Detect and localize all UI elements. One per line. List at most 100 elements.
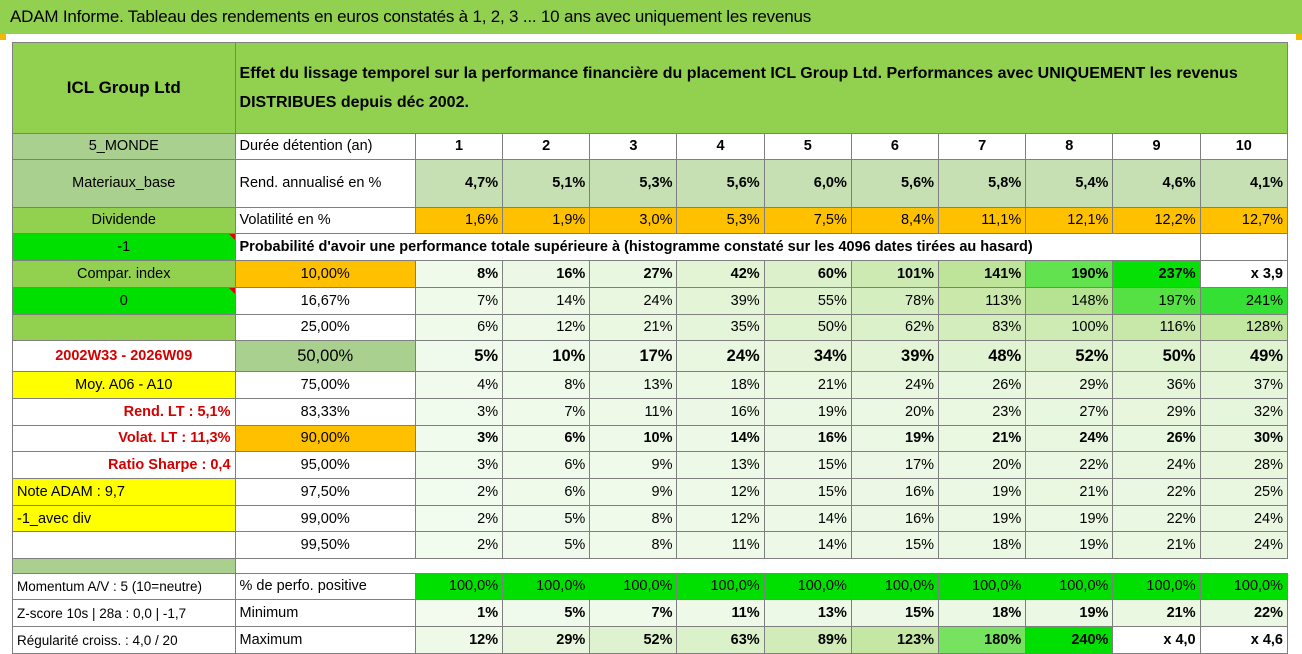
threshold-value: 99,50% xyxy=(234,531,416,560)
probability-value: 6% xyxy=(502,424,591,453)
period-label: 2002W33 - 2026W09 xyxy=(12,340,236,373)
perfo-positive-value: 100,0% xyxy=(1112,572,1201,601)
perfo-positive-value: 100,0% xyxy=(938,572,1027,601)
minimum-value: 5% xyxy=(502,599,591,628)
volat-value: 1,6% xyxy=(414,206,504,235)
probability-value: 21% xyxy=(589,313,678,342)
zscore-label: Z-score 10s | 28a : 0,0 | -1,7 xyxy=(12,599,236,628)
probability-value: 20% xyxy=(938,451,1027,480)
year-header: 2 xyxy=(502,132,591,161)
probability-value: 60% xyxy=(763,260,852,288)
threshold-value: 10,00% xyxy=(234,260,416,288)
probability-value: 83% xyxy=(938,313,1027,342)
proba-row: Volat. LT : 11,3% 90,00% 3% 6% 10% 14% 16% 19% 2… xyxy=(12,424,1289,453)
probability-value: 10% xyxy=(502,340,591,373)
probability-value: 18% xyxy=(676,371,765,399)
probability-value: x 3,9 xyxy=(1199,260,1289,288)
rend-value: 4,1% xyxy=(1199,159,1289,208)
minimum-value: 1% xyxy=(414,599,504,628)
probability-value: 24% xyxy=(1112,451,1201,480)
volat-value: 12,7% xyxy=(1199,206,1289,235)
maximum-value: 89% xyxy=(763,626,852,654)
probability-value: 21% xyxy=(938,424,1027,453)
probability-value: 100% xyxy=(1025,313,1114,342)
probability-value: 15% xyxy=(850,531,940,560)
probability-value: 16% xyxy=(763,424,852,453)
probability-value: 2% xyxy=(414,478,504,506)
minus-one-label: -1 xyxy=(12,233,236,262)
probability-value: 7% xyxy=(414,286,504,315)
region-label: 5_MONDE xyxy=(12,132,236,161)
probability-value: 19% xyxy=(938,478,1027,506)
probability-value: 62% xyxy=(850,313,940,342)
probability-value: 14% xyxy=(763,504,852,533)
proba-row: Note ADAM : 9,7 97,50% 2% 6% 9% 12% 15% 16% 19% 2… xyxy=(12,478,1289,506)
rend-value: 5,4% xyxy=(1025,159,1114,208)
probability-value: 25% xyxy=(1199,478,1289,506)
probability-value: 28% xyxy=(1199,451,1289,480)
threshold-value: 99,00% xyxy=(234,504,416,533)
probability-value: 5% xyxy=(414,340,504,373)
proba-row: 99,50% 2% 5% 8% 11% 14% 15% 18% 19% 21% 24% xyxy=(12,531,1289,560)
year-header: 6 xyxy=(850,132,940,161)
zero-label: 0 xyxy=(12,286,236,315)
probability-value: 16% xyxy=(850,504,940,533)
proba-heading-row: -1 Probabilité d'avoir une performance to… xyxy=(12,233,1289,262)
minimum-value: 21% xyxy=(1112,599,1201,628)
probability-value: 19% xyxy=(1025,504,1114,533)
proba-row: Ratio Sharpe : 0,4 95,00% 3% 6% 9% 13% 15% 17% 2… xyxy=(12,451,1289,480)
perfo-positive-label: % de perfo. positive xyxy=(234,572,416,601)
probability-value: 15% xyxy=(763,451,852,480)
year-header: 4 xyxy=(676,132,765,161)
probability-value: 37% xyxy=(1199,371,1289,399)
probability-value: 8% xyxy=(589,531,678,560)
probability-value: 237% xyxy=(1112,260,1201,288)
probability-value: 14% xyxy=(502,286,591,315)
probability-value: 26% xyxy=(938,371,1027,399)
rend-value: 5,1% xyxy=(502,159,591,208)
probability-value: 128% xyxy=(1199,313,1289,342)
perfo-positive-value: 100,0% xyxy=(850,572,940,601)
perfo-positive-value: 100,0% xyxy=(502,572,591,601)
probability-value: 141% xyxy=(938,260,1027,288)
threshold-value: 16,67% xyxy=(234,286,416,315)
maximum-value: 240% xyxy=(1025,626,1114,654)
probability-value: 12% xyxy=(676,504,765,533)
probability-value: 22% xyxy=(1112,478,1201,506)
minimum-value: 22% xyxy=(1199,599,1289,628)
probability-value: 11% xyxy=(676,531,765,560)
probability-value: 6% xyxy=(502,478,591,506)
rend-lt-label: Rend. LT : 5,1% xyxy=(12,397,236,426)
proba-row: -1_avec div 99,00% 2% 5% 8% 12% 14% 16% 19% 19% 22… xyxy=(12,504,1289,533)
probability-value: 21% xyxy=(763,371,852,399)
probability-value: 2% xyxy=(414,531,504,560)
year-header: 5 xyxy=(763,132,852,161)
avec-div-label: -1_avec div xyxy=(12,504,236,533)
description: Effet du lissage temporel sur la perform… xyxy=(234,42,1289,134)
minimum-value: 13% xyxy=(763,599,852,628)
volat-value: 1,9% xyxy=(502,206,591,235)
probability-value: 22% xyxy=(1112,504,1201,533)
probability-value: 19% xyxy=(1025,531,1114,560)
probability-value: 27% xyxy=(1025,397,1114,426)
rend-value: 5,6% xyxy=(676,159,765,208)
probability-value: 12% xyxy=(676,478,765,506)
volat-lt-label: Volat. LT : 11,3% xyxy=(12,424,236,453)
probability-value: 49% xyxy=(1199,340,1289,373)
probability-value: 3% xyxy=(414,424,504,453)
volat-value: 12,1% xyxy=(1025,206,1114,235)
proba-row: 2002W33 - 2026W09 50,00% 5% 10% 17% 24% 34% 39%… xyxy=(12,340,1289,373)
minimum-row: Z-score 10s | 28a : 0,0 | -1,7 Minimum 1% 5… xyxy=(12,599,1289,628)
regularite-label: Régularité croiss. : 4,0 / 20 xyxy=(12,626,236,654)
probability-value: 17% xyxy=(850,451,940,480)
probability-value: 12% xyxy=(502,313,591,342)
spacer-green xyxy=(12,558,236,574)
probability-value: 101% xyxy=(850,260,940,288)
probability-value: 23% xyxy=(938,397,1027,426)
probability-value: 24% xyxy=(1199,531,1289,560)
minimum-label: Minimum xyxy=(234,599,416,628)
threshold-value: 97,50% xyxy=(234,478,416,506)
threshold-value: 95,00% xyxy=(234,451,416,480)
probability-value: 3% xyxy=(414,451,504,480)
probability-value: 5% xyxy=(502,504,591,533)
